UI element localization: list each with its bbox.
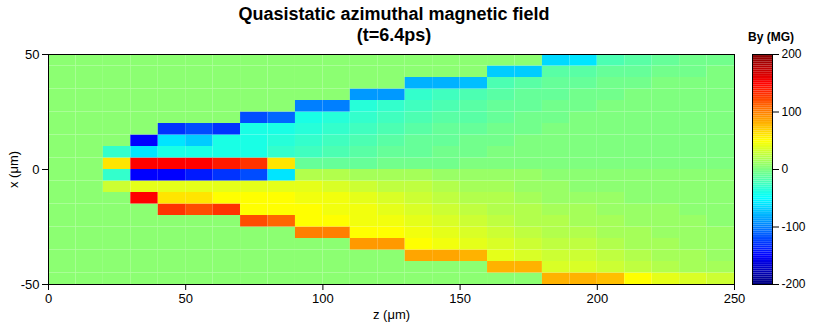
svg-text:-200: -200 — [782, 277, 806, 291]
svg-text:150: 150 — [449, 291, 471, 306]
svg-text:200: 200 — [782, 47, 802, 61]
svg-text:100: 100 — [782, 105, 802, 119]
svg-text:50: 50 — [178, 291, 192, 306]
svg-text:50: 50 — [25, 47, 39, 62]
svg-text:-50: -50 — [21, 277, 40, 292]
html-text:By (MG): By (MG) — [748, 30, 794, 44]
svg-text:0: 0 — [32, 162, 39, 177]
svg-text:200: 200 — [586, 291, 608, 306]
svg-text:250: 250 — [724, 291, 746, 306]
html-text:(t=6.4ps): (t=6.4ps) — [356, 25, 432, 45]
svg-text:x (μm): x (μm) — [6, 151, 21, 188]
svg-text:z (μm): z (μm) — [373, 307, 410, 322]
html-text:Quasistatic azimuthal magnetic: Quasistatic azimuthal magnetic field — [238, 4, 550, 24]
svg-text:100: 100 — [312, 291, 334, 306]
svg-text:0: 0 — [782, 162, 789, 176]
svg-text:0: 0 — [45, 291, 52, 306]
svg-text:-100: -100 — [782, 220, 806, 234]
